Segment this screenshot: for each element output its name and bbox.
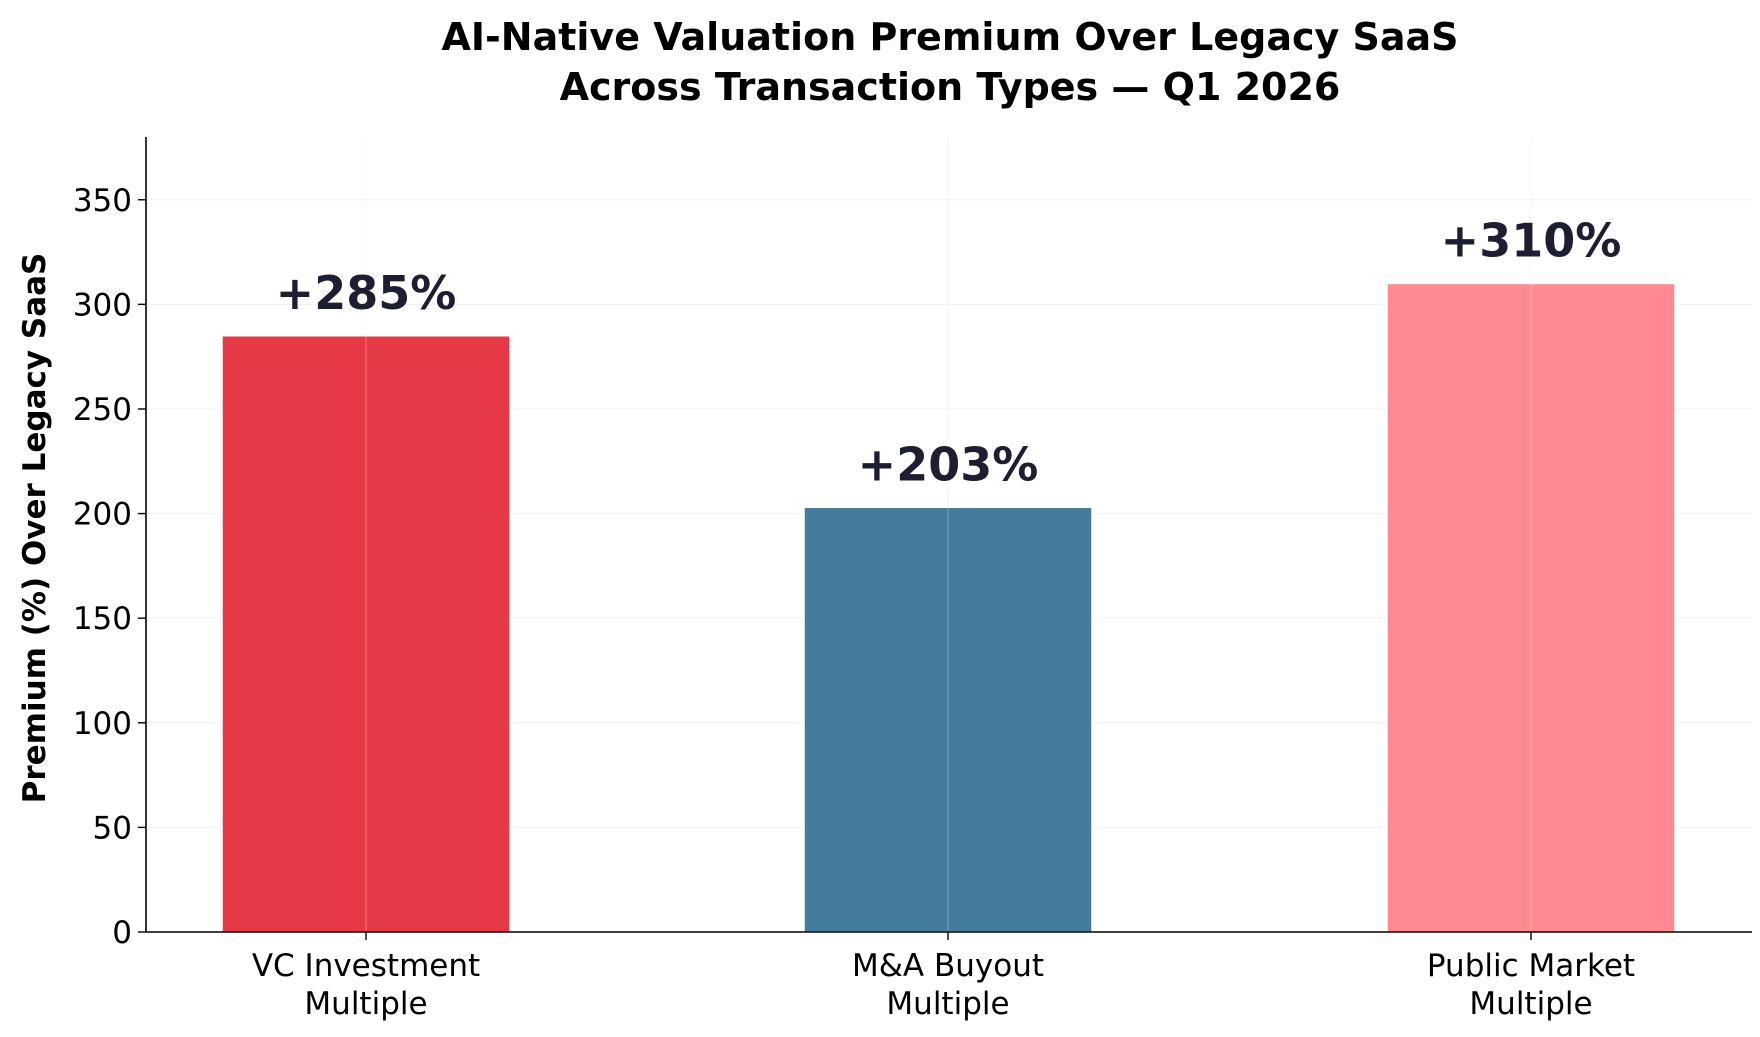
y-tick-label: 100 <box>73 706 132 742</box>
y-axis-label: Premium (%) Over Legacy SaaS <box>17 253 53 804</box>
x-tick-label: M&A Buyout Multiple <box>852 948 1044 1022</box>
x-tick-label: Public Market Multiple <box>1427 948 1635 1022</box>
y-tick-label: 250 <box>73 392 132 428</box>
bars <box>221 137 1676 933</box>
y-tick-label: 150 <box>73 601 132 637</box>
bar <box>803 506 1093 933</box>
y-tick-label: 0 <box>112 915 132 951</box>
bar-data-label: +203% <box>858 437 1039 491</box>
axes: 0 50 100 150 200 250 300 350 VC Investment Multip… <box>73 137 1752 1022</box>
chart-title-line-1: AI-Native Valuation Premium Over Legacy … <box>441 15 1458 59</box>
y-tick-label: 350 <box>73 183 132 219</box>
chart-title-line-2: Across Transaction Types — Q1 2026 <box>560 65 1341 109</box>
y-tick-label: 200 <box>73 497 132 533</box>
bar-data-label: +310% <box>1441 213 1622 267</box>
y-tick-label: 50 <box>93 810 132 846</box>
bar-data-label: +285% <box>276 266 457 320</box>
x-tick-label: VC Investment Multiple <box>252 948 480 1022</box>
y-tick-label: 300 <box>73 287 132 323</box>
bar <box>1386 282 1676 933</box>
data-labels: +285% +203% +310% <box>276 213 1622 491</box>
bar <box>221 335 511 933</box>
